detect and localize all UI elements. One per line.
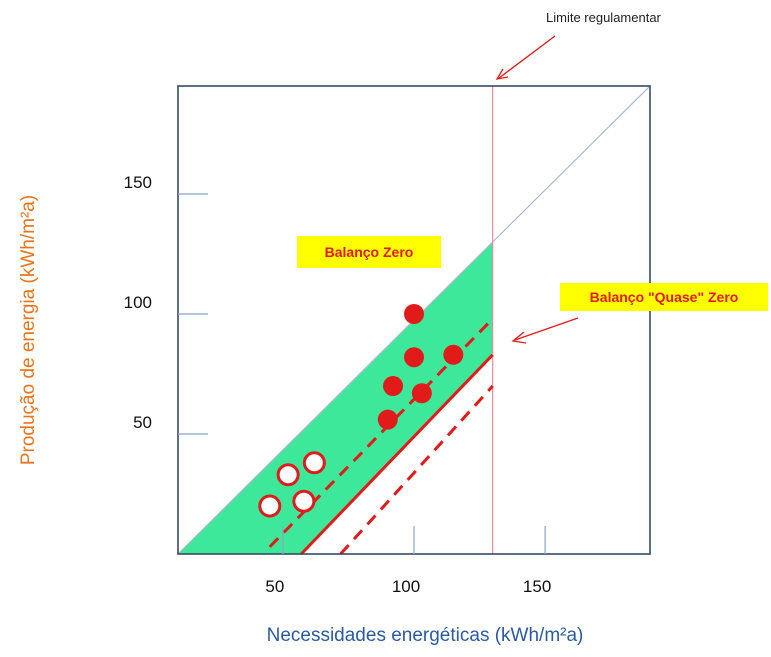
balanco-quase-zero-label: Balanço "Quase" Zero <box>590 289 739 305</box>
x-axis-label: Necessidades energéticas (kWh/m²a) <box>267 625 584 646</box>
y-tick-label: 150 <box>124 173 152 192</box>
x-tick-label: 150 <box>523 577 551 596</box>
quase-zero-arrowhead <box>511 331 527 344</box>
filled-data-point <box>411 383 432 404</box>
tick-marks <box>178 193 546 554</box>
limite-regulamentar-label: Limite regulamentar <box>546 10 662 25</box>
red-line-solid-1 <box>300 353 494 556</box>
x-tick-label: 50 <box>265 577 284 596</box>
y-axis-label: Produção de energia (kWh/m²a) <box>18 195 39 465</box>
y-tick-label: 50 <box>133 413 152 432</box>
y-tick-label: 100 <box>124 293 152 312</box>
open-data-point <box>276 463 300 487</box>
filled-data-point <box>404 347 424 368</box>
data-points <box>258 304 464 518</box>
quase-zero-arrow <box>514 317 579 341</box>
filled-data-point <box>404 304 424 324</box>
filled-data-point <box>443 344 464 365</box>
x-tick-label: 100 <box>392 577 420 596</box>
limit-arrowhead <box>495 68 509 80</box>
open-data-point <box>258 494 282 518</box>
filled-data-point <box>377 409 398 430</box>
tick-labels: 50 100 150 50 100 150 <box>124 173 552 596</box>
filled-data-point <box>383 376 404 396</box>
balanco-quase-zero-box <box>560 283 768 311</box>
balanco-zero-box <box>297 236 441 268</box>
limit-arrow <box>498 35 556 79</box>
balanco-zero-label: Balanço Zero <box>325 244 414 260</box>
open-data-point <box>302 451 326 475</box>
open-data-point <box>292 489 316 513</box>
red-line-dashed-2 <box>339 384 494 556</box>
